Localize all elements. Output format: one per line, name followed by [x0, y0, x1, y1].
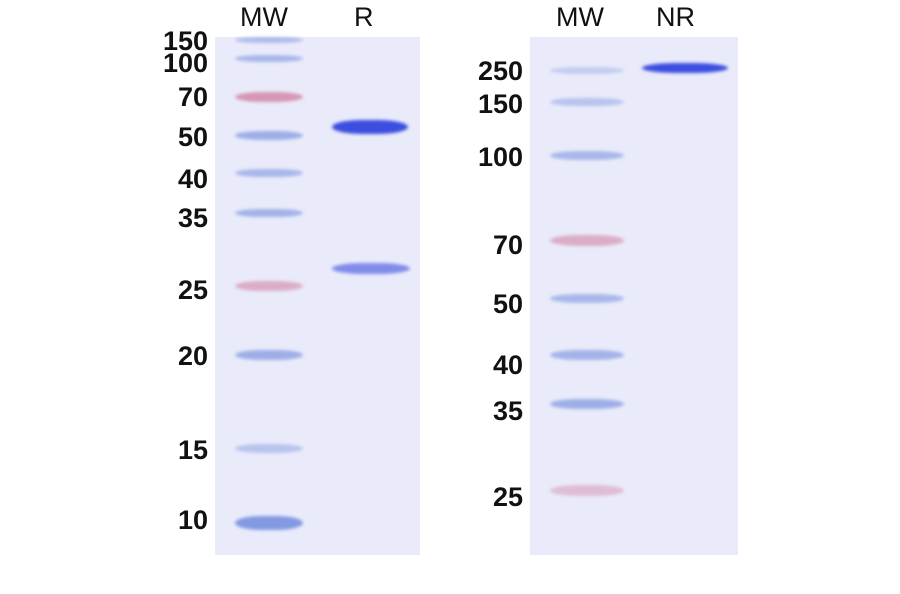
- mw-label-50: 50: [177, 122, 208, 152]
- marker-band-150: [235, 37, 303, 43]
- marker-band-20: [235, 350, 303, 360]
- marker-band-150: [550, 98, 624, 106]
- mw-label-150: 150: [162, 26, 208, 56]
- lane-label-mw-2: MW: [556, 2, 604, 32]
- marker-band-25: [550, 484, 624, 496]
- marker-band-50: [550, 293, 624, 303]
- mw-label-35: 35: [492, 396, 523, 426]
- mw-label-70: 70: [177, 82, 208, 112]
- marker-band-50: [235, 130, 303, 140]
- lane-label-r: R: [354, 2, 374, 32]
- marker-band-40: [235, 169, 303, 177]
- sample-band-r-1: [332, 120, 408, 134]
- marker-band-35: [235, 209, 303, 217]
- sample-band-nr-1: [642, 63, 728, 73]
- lane-label-mw-1: MW: [240, 2, 288, 32]
- mw-label-100: 100: [162, 48, 208, 78]
- marker-band-15: [235, 443, 303, 453]
- marker-band-250: [550, 66, 624, 74]
- mw-label-35: 35: [177, 203, 208, 233]
- mw-label-150: 150: [477, 89, 523, 119]
- mw-label-40: 40: [177, 164, 208, 194]
- mw-label-40: 40: [492, 350, 523, 380]
- marker-band-35: [550, 399, 624, 409]
- marker-band-100: [235, 54, 303, 62]
- marker-band-100: [550, 150, 624, 160]
- gel-reduced: [215, 37, 420, 555]
- lane-label-nr: NR: [656, 2, 695, 32]
- marker-band-10: [235, 516, 303, 530]
- mw-label-50: 50: [492, 289, 523, 319]
- mw-label-250: 250: [477, 56, 523, 86]
- mw-label-25: 25: [492, 482, 523, 512]
- marker-band-40: [550, 350, 624, 360]
- mw-label-10: 10: [177, 505, 208, 535]
- mw-label-100: 100: [477, 142, 523, 172]
- mw-label-20: 20: [177, 341, 208, 371]
- mw-label-70: 70: [492, 230, 523, 260]
- marker-band-70: [235, 92, 303, 102]
- marker-band-25: [235, 281, 303, 291]
- marker-band-70: [550, 234, 624, 246]
- mw-label-25: 25: [177, 275, 208, 305]
- mw-label-15: 15: [177, 435, 208, 465]
- sample-band-r-2: [332, 262, 410, 274]
